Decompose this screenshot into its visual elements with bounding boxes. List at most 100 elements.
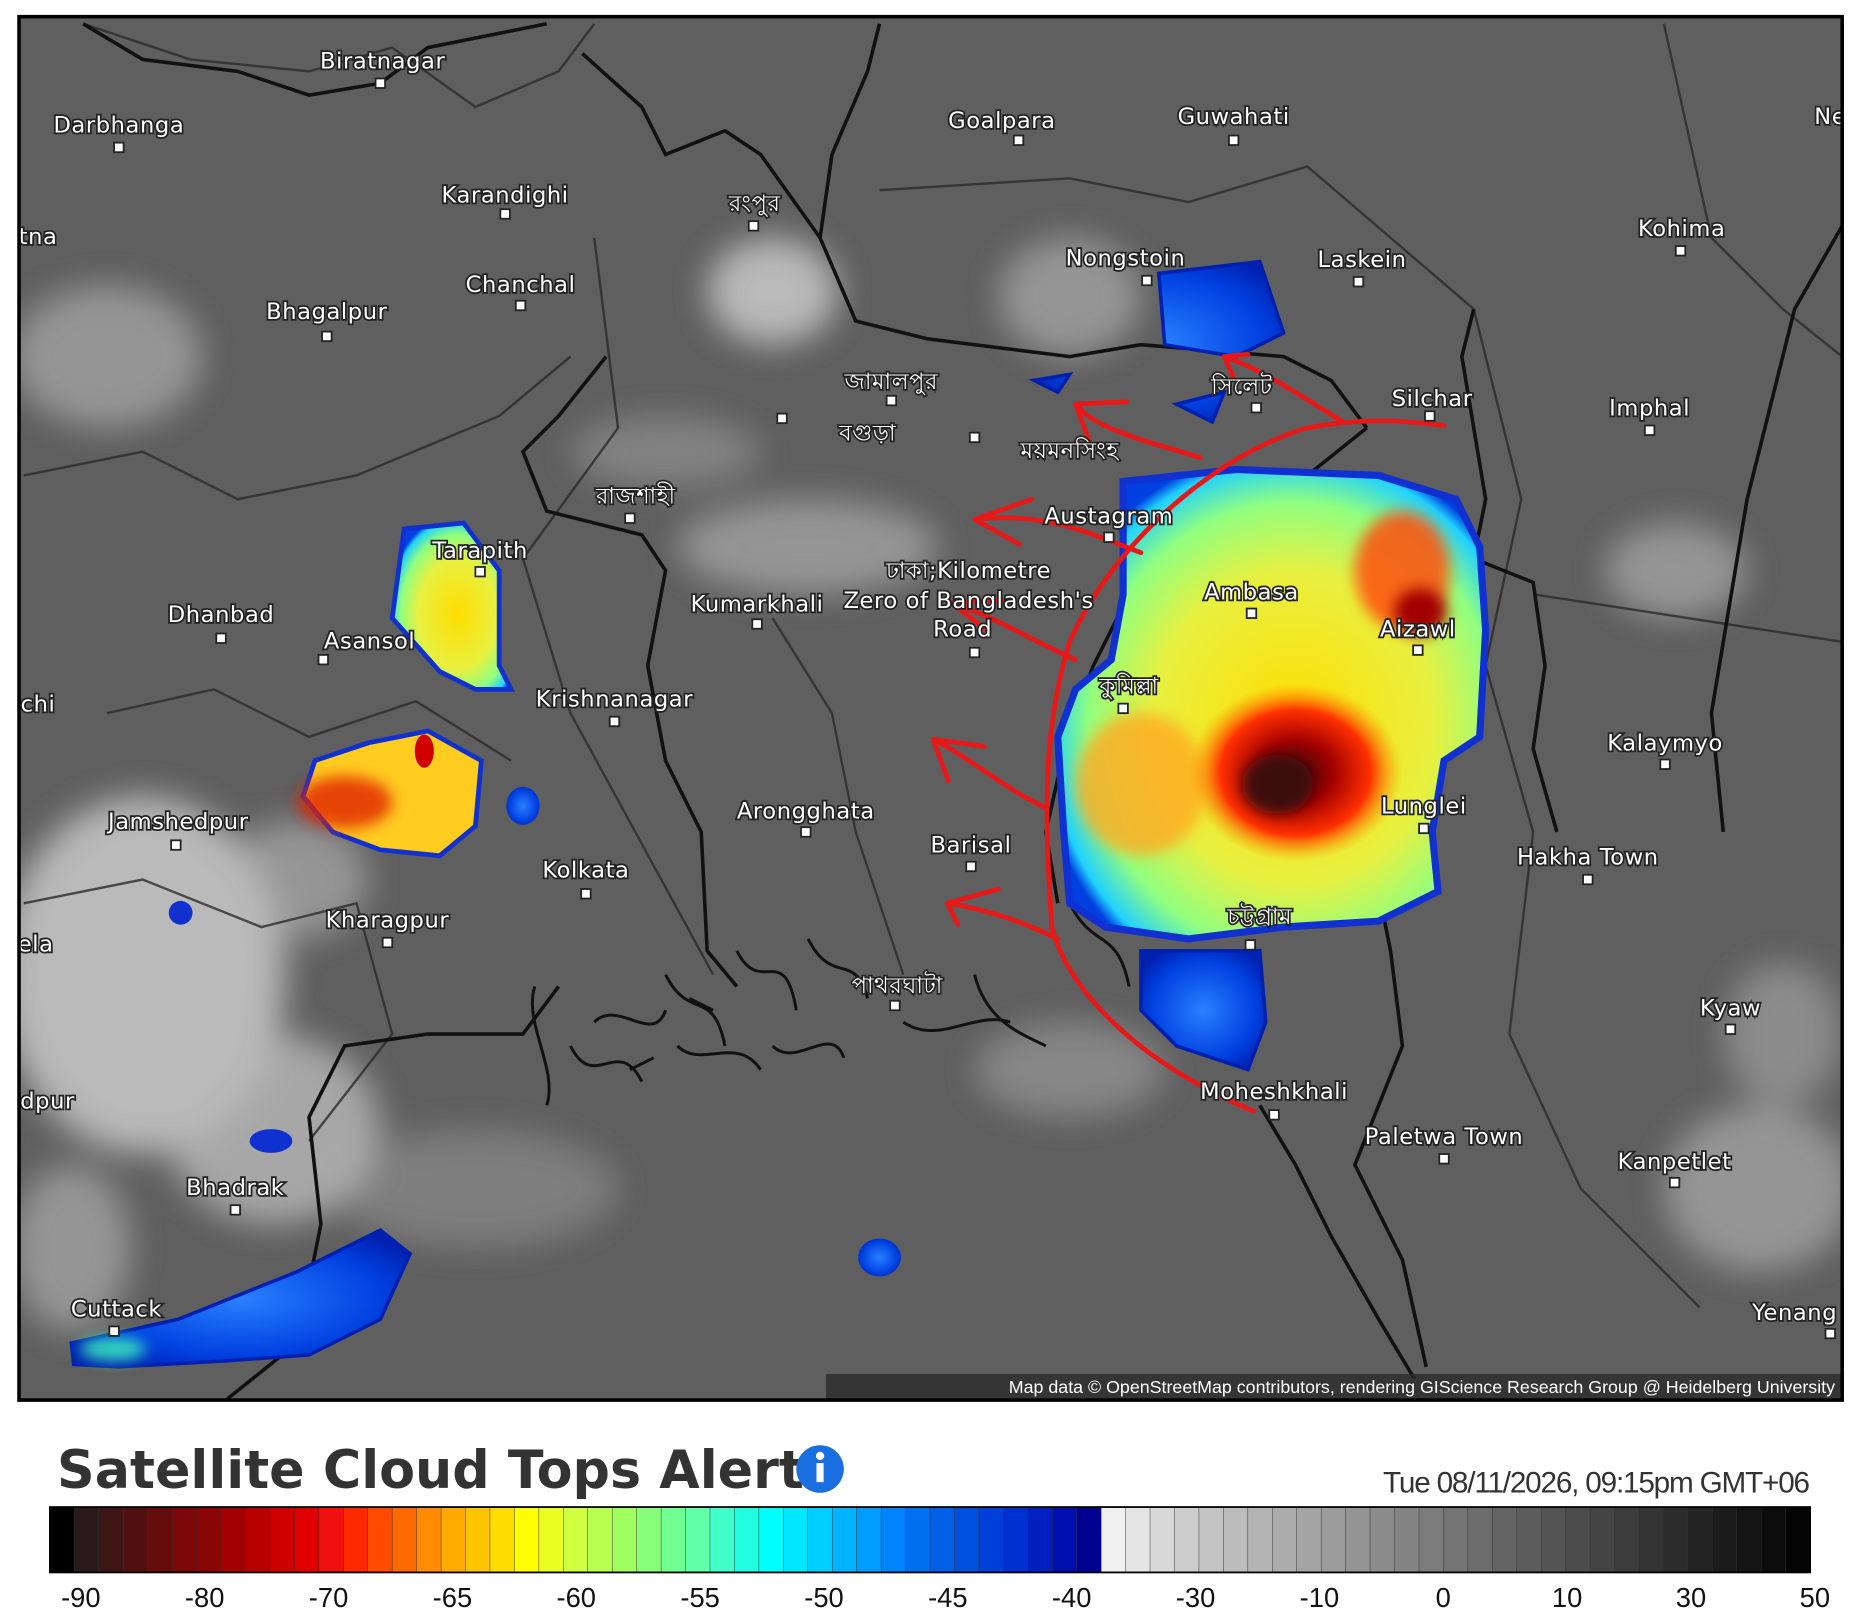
color-swatch <box>147 1506 173 1573</box>
place-dot <box>499 208 511 220</box>
place-label: Guwahati <box>1178 104 1290 130</box>
place-label: Kanpetlet <box>1618 1149 1732 1175</box>
place-label: Ne <box>1814 104 1846 130</box>
color-swatch <box>636 1506 662 1573</box>
place-dot <box>1117 702 1129 715</box>
color-swatch <box>905 1506 931 1573</box>
place-labels: Biratnagar Darbhanga Goalpara Guwahati Karan… <box>19 47 1846 1340</box>
place-dot <box>1674 245 1687 257</box>
place-label: সিলেট <box>1210 372 1272 400</box>
place-dot <box>776 412 788 425</box>
color-swatch <box>758 1506 785 1573</box>
color-swatch <box>1418 1506 1445 1573</box>
place-dot <box>1668 1176 1681 1189</box>
color-swatch <box>1760 1506 1787 1573</box>
color-swatch <box>1516 1506 1543 1573</box>
place-label: Ambasa <box>1204 580 1299 606</box>
place-dot <box>381 936 394 949</box>
place-dot <box>374 77 386 89</box>
place-label: Dhanbad <box>168 602 274 628</box>
place-dot <box>885 394 898 407</box>
color-swatch <box>807 1506 834 1573</box>
scale-tick-label: -80 <box>185 1582 225 1613</box>
place-label: Tarapith <box>431 538 528 564</box>
scale-tick-label: 0 <box>1436 1582 1451 1613</box>
place-dot <box>751 618 763 630</box>
color-swatch <box>1296 1506 1322 1573</box>
color-swatch <box>1125 1506 1151 1573</box>
color-swatch <box>269 1506 296 1573</box>
place-label: Bhagalpur <box>266 299 387 325</box>
place-label: ঢাকা;Kilometre <box>885 558 1051 584</box>
place-dot <box>747 220 760 232</box>
place-dot <box>1424 410 1436 422</box>
place-dot <box>889 999 901 1012</box>
color-swatch <box>1174 1506 1200 1573</box>
color-swatch <box>1687 1506 1714 1573</box>
color-swatch <box>98 1506 125 1573</box>
place-dot <box>1141 274 1153 287</box>
color-swatch <box>123 1506 149 1573</box>
scale-tick-label: 10 <box>1552 1582 1582 1613</box>
place-dot <box>514 299 527 312</box>
place-dot <box>968 431 981 444</box>
annotation-arrows <box>930 351 1447 1114</box>
place-label: Krishnanagar <box>536 687 693 713</box>
color-swatch <box>538 1506 565 1573</box>
color-swatch <box>685 1506 711 1573</box>
place-label: Kumarkhali <box>691 591 824 617</box>
info-icon[interactable] <box>796 1445 844 1493</box>
place-label: Karandighi <box>442 183 569 209</box>
color-swatch <box>1345 1506 1371 1573</box>
place-label: Laskein <box>1317 247 1406 273</box>
place-label: Arongghata <box>737 798 875 824</box>
color-swatch <box>1198 1506 1225 1573</box>
color-swatch <box>856 1506 882 1573</box>
place-label: রাজশাহী <box>595 481 676 509</box>
scale-tick-label: -10 <box>1300 1582 1340 1613</box>
color-swatch <box>367 1506 394 1573</box>
scale-tick-label: -50 <box>804 1582 844 1613</box>
color-swatch <box>391 1506 418 1573</box>
color-swatch <box>245 1506 271 1573</box>
color-swatch <box>49 1506 76 1573</box>
color-swatch <box>734 1506 760 1573</box>
color-swatch <box>1247 1506 1274 1573</box>
color-swatch <box>1540 1506 1567 1573</box>
color-swatch <box>220 1506 247 1573</box>
place-label: Darbhanga <box>53 113 184 139</box>
place-label: Lunglei <box>1381 794 1467 820</box>
place-dot <box>108 1325 120 1337</box>
color-scale: -90 -80 -70 -65 -60 -55 -50 -45 -40 -30 -10 0 10 30 50 <box>49 1506 1830 1613</box>
place-label: Hakha Town <box>1517 845 1659 871</box>
place-label: Bhadrak <box>186 1175 285 1201</box>
color-swatch <box>1443 1506 1469 1573</box>
scale-tick-label: -30 <box>1176 1582 1216 1613</box>
scale-tick-label: -55 <box>680 1582 720 1613</box>
place-label: বগুড়া <box>838 420 896 446</box>
place-label: Kolkata <box>542 858 629 884</box>
color-swatch <box>1712 1506 1738 1573</box>
place-label: চট্টগ্রাম <box>1226 902 1293 930</box>
color-swatch <box>416 1506 442 1573</box>
scale-tick-label: -45 <box>928 1582 968 1613</box>
color-swatch <box>783 1506 809 1573</box>
place-label: Barisal <box>931 833 1012 859</box>
color-swatch <box>294 1506 320 1573</box>
place-label: Imphal <box>1609 395 1690 421</box>
place-dot <box>317 654 329 666</box>
place-dot <box>1012 134 1025 146</box>
place-label: Chanchal <box>466 272 576 298</box>
scale-tick-label: 50 <box>1800 1582 1830 1613</box>
color-swatch <box>196 1506 222 1573</box>
place-dot <box>968 646 981 659</box>
scale-tick-label: 30 <box>1676 1582 1706 1613</box>
color-swatch <box>660 1506 687 1573</box>
attribution-bg <box>826 1373 1843 1401</box>
place-label: Cuttack <box>71 1296 163 1322</box>
color-swatch <box>1320 1506 1347 1573</box>
legend-title: Satellite Cloud Tops Alert <box>57 1440 804 1501</box>
color-swatch <box>1467 1506 1494 1573</box>
color-swatch <box>1272 1506 1298 1573</box>
place-label: Kyaw <box>1700 996 1761 1022</box>
